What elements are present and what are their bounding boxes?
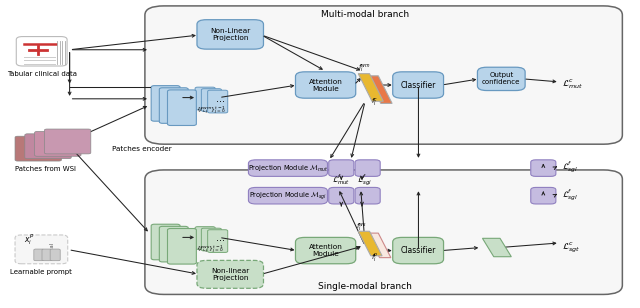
Text: Output
confidence: Output confidence [482, 72, 520, 85]
Text: $\{f^{wm}_{i,j}\}^{t-1}_{j=0}$: $\{f^{wm}_{i,j}\}^{t-1}_{j=0}$ [196, 105, 226, 117]
Polygon shape [367, 233, 391, 257]
FancyBboxPatch shape [145, 6, 622, 144]
FancyBboxPatch shape [151, 224, 180, 260]
FancyBboxPatch shape [355, 188, 380, 204]
FancyBboxPatch shape [531, 160, 556, 176]
Text: $\{f^{ws}_{i,j}\}^{t-1}_{j=0}$: $\{f^{ws}_{i,j}\}^{t-1}_{j=0}$ [196, 244, 224, 256]
FancyBboxPatch shape [159, 88, 188, 123]
Text: ...: ... [216, 233, 225, 243]
Text: $f_i^{ws}$: $f_i^{ws}$ [356, 222, 367, 234]
Text: Non-linear
Projection: Non-linear Projection [211, 268, 250, 281]
Text: Patches encoder: Patches encoder [112, 146, 172, 152]
FancyBboxPatch shape [159, 226, 188, 262]
FancyBboxPatch shape [34, 249, 44, 261]
Text: $\mathcal{L}^f_{mut}$: $\mathcal{L}^f_{mut}$ [332, 172, 350, 187]
FancyBboxPatch shape [15, 136, 61, 161]
Text: Classifier: Classifier [401, 80, 436, 90]
Text: Attention
Module: Attention Module [308, 244, 342, 257]
FancyBboxPatch shape [296, 237, 356, 264]
Text: Single-modal branch: Single-modal branch [317, 282, 412, 291]
FancyBboxPatch shape [42, 249, 52, 261]
Text: $f_i^{wm}$: $f_i^{wm}$ [358, 63, 371, 75]
Text: $\mathcal{L}^c_{sgt}$: $\mathcal{L}^c_{sgt}$ [561, 241, 580, 255]
Text: ...: ... [216, 95, 225, 104]
FancyBboxPatch shape [393, 237, 444, 264]
Polygon shape [367, 76, 392, 103]
FancyBboxPatch shape [44, 129, 91, 154]
FancyBboxPatch shape [207, 230, 228, 253]
Text: Projection Module $\mathcal{M}_{sgi}$: Projection Module $\mathcal{M}_{sgi}$ [249, 189, 327, 202]
FancyBboxPatch shape [202, 89, 221, 111]
Text: $\mathcal{L}^f_{sgl}$: $\mathcal{L}^f_{sgl}$ [561, 188, 578, 203]
Text: $x_i^p$: $x_i^p$ [24, 232, 35, 247]
Text: Multi-modal branch: Multi-modal branch [321, 10, 409, 19]
FancyBboxPatch shape [15, 235, 68, 264]
Polygon shape [483, 238, 511, 257]
Text: Attention
Module: Attention Module [308, 79, 342, 91]
FancyBboxPatch shape [207, 90, 228, 113]
Text: $\mathcal{L}^f_{sgi}$: $\mathcal{L}^f_{sgi}$ [357, 172, 372, 188]
Text: $\mathcal{L}^c_{mut}$: $\mathcal{L}^c_{mut}$ [561, 78, 582, 91]
FancyBboxPatch shape [329, 188, 354, 204]
FancyBboxPatch shape [195, 87, 215, 110]
Polygon shape [358, 74, 383, 101]
FancyBboxPatch shape [477, 67, 525, 91]
FancyBboxPatch shape [25, 134, 71, 159]
FancyBboxPatch shape [168, 229, 196, 264]
Text: Learnable prompt: Learnable prompt [10, 269, 72, 275]
FancyBboxPatch shape [145, 170, 622, 294]
Text: $f_i^c$: $f_i^c$ [371, 97, 379, 109]
FancyBboxPatch shape [50, 249, 60, 261]
Text: Tabular clinical data: Tabular clinical data [7, 71, 77, 77]
FancyBboxPatch shape [195, 227, 215, 249]
Text: Classifier: Classifier [401, 246, 436, 255]
FancyBboxPatch shape [16, 37, 67, 66]
FancyBboxPatch shape [248, 160, 328, 176]
FancyBboxPatch shape [197, 20, 264, 49]
FancyBboxPatch shape [197, 260, 264, 288]
Polygon shape [358, 231, 382, 256]
FancyBboxPatch shape [329, 160, 354, 176]
FancyBboxPatch shape [296, 72, 356, 98]
FancyBboxPatch shape [355, 160, 380, 176]
FancyBboxPatch shape [393, 72, 444, 98]
Text: $f_i^p$: $f_i^p$ [371, 251, 379, 264]
FancyBboxPatch shape [35, 132, 81, 156]
FancyBboxPatch shape [168, 90, 196, 125]
Text: Initial: Initial [49, 242, 54, 257]
Text: Projection Module $\mathcal{M}_{mut}$: Projection Module $\mathcal{M}_{mut}$ [248, 163, 328, 174]
FancyBboxPatch shape [151, 86, 180, 121]
FancyBboxPatch shape [248, 188, 328, 204]
Text: Non-Linear
Projection: Non-Linear Projection [210, 28, 250, 41]
FancyBboxPatch shape [202, 228, 221, 251]
Text: Patches from WSI: Patches from WSI [15, 166, 76, 172]
FancyBboxPatch shape [531, 188, 556, 204]
Text: $\mathcal{L}^f_{sgl}$: $\mathcal{L}^f_{sgl}$ [561, 159, 578, 175]
